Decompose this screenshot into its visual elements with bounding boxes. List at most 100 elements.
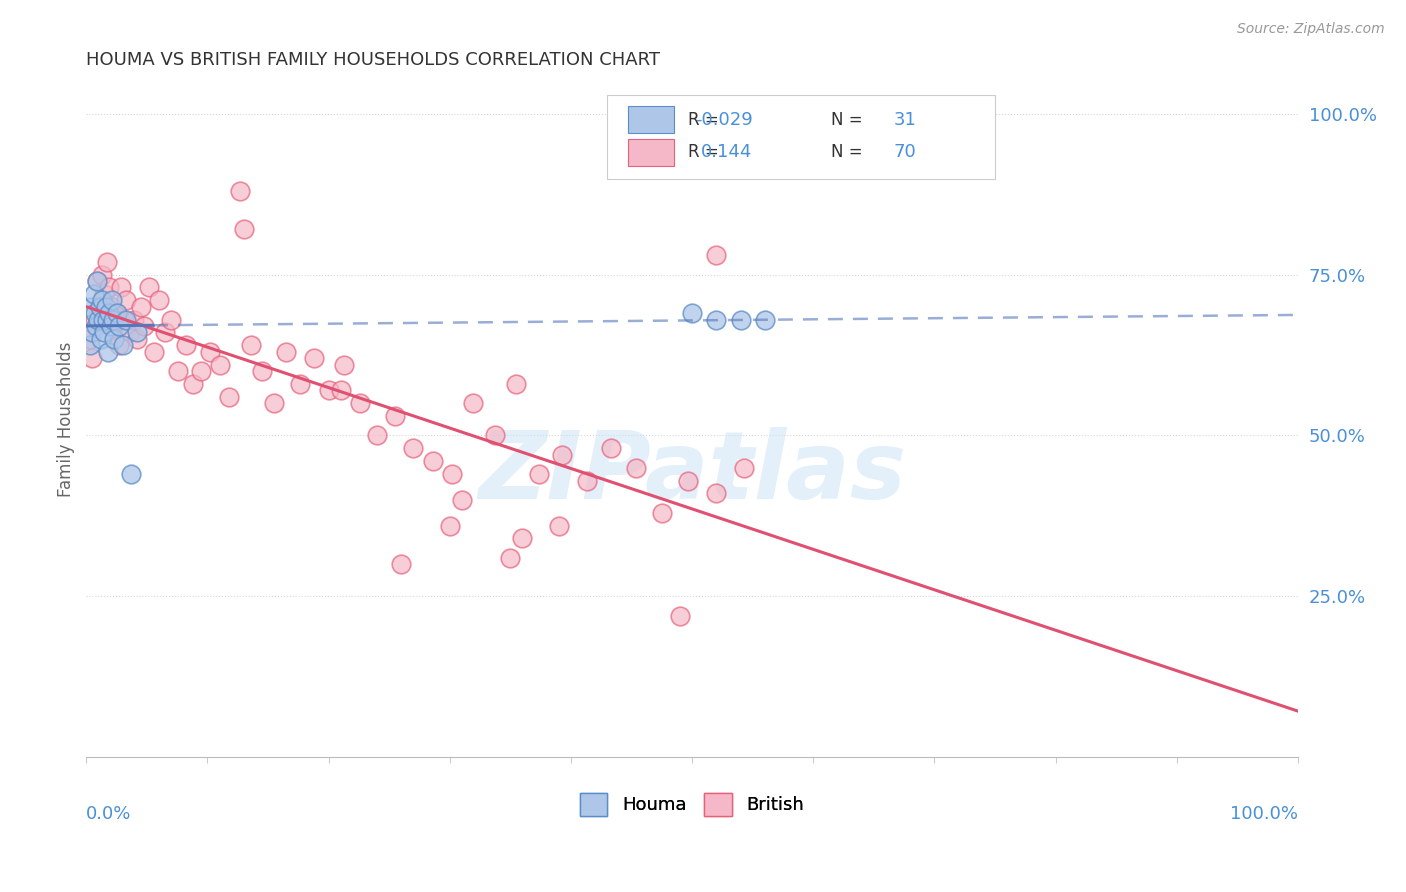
Point xyxy=(276,344,298,359)
Point xyxy=(97,344,120,359)
Point xyxy=(669,608,692,623)
Point xyxy=(127,326,149,340)
Legend: Houma, British: Houma, British xyxy=(574,786,811,822)
Point xyxy=(91,293,114,308)
Point xyxy=(105,306,128,320)
Point xyxy=(103,332,125,346)
Point xyxy=(529,467,551,482)
Point xyxy=(599,442,621,456)
Point xyxy=(422,454,444,468)
Point xyxy=(250,364,273,378)
Point xyxy=(181,376,204,391)
Point xyxy=(461,396,484,410)
Point xyxy=(551,448,574,462)
Point xyxy=(218,390,240,404)
Point xyxy=(198,344,221,359)
Point xyxy=(80,300,103,314)
Point xyxy=(120,467,142,482)
Point xyxy=(82,326,104,340)
Point xyxy=(83,312,105,326)
Point xyxy=(112,312,135,326)
Point xyxy=(704,486,727,500)
Point xyxy=(96,254,118,268)
Point xyxy=(87,312,110,326)
Point xyxy=(105,306,128,320)
Point xyxy=(127,332,149,346)
Point xyxy=(134,318,156,333)
Point xyxy=(318,384,340,398)
Point xyxy=(402,442,425,456)
Text: 0.144: 0.144 xyxy=(702,144,752,161)
Point xyxy=(91,268,114,282)
Text: Source: ZipAtlas.com: Source: ZipAtlas.com xyxy=(1237,22,1385,37)
Point xyxy=(110,280,132,294)
Point xyxy=(96,312,118,326)
FancyBboxPatch shape xyxy=(607,95,995,179)
Text: N =: N = xyxy=(831,111,869,128)
Point xyxy=(79,332,101,346)
Text: 31: 31 xyxy=(893,111,917,128)
Text: 0.0%: 0.0% xyxy=(86,805,132,822)
Point xyxy=(174,338,197,352)
Text: ZIPatlas: ZIPatlas xyxy=(478,427,905,519)
Point xyxy=(229,184,252,198)
Point xyxy=(129,300,152,314)
Point xyxy=(302,351,325,366)
Point xyxy=(288,376,311,391)
Point xyxy=(148,293,170,308)
Point xyxy=(84,318,107,333)
Point xyxy=(505,376,527,391)
Point xyxy=(232,222,254,236)
Point xyxy=(733,460,755,475)
Point xyxy=(389,558,412,572)
Point xyxy=(349,396,371,410)
Text: N =: N = xyxy=(831,144,869,161)
Point xyxy=(103,318,125,333)
Point xyxy=(730,312,752,326)
Point xyxy=(118,326,141,340)
Point xyxy=(333,358,356,372)
Point xyxy=(499,550,522,565)
Point xyxy=(93,326,115,340)
Point xyxy=(100,300,122,314)
Point xyxy=(115,312,138,326)
Point xyxy=(100,318,122,333)
Point xyxy=(263,396,285,410)
Point xyxy=(190,364,212,378)
Point xyxy=(704,248,727,262)
Text: R =: R = xyxy=(689,144,724,161)
Point xyxy=(138,280,160,294)
Point xyxy=(90,332,112,346)
Text: -0.029: -0.029 xyxy=(695,111,752,128)
Point xyxy=(450,492,472,507)
Point xyxy=(512,532,534,546)
Point xyxy=(575,474,598,488)
Text: R =: R = xyxy=(689,111,724,128)
Point xyxy=(101,312,124,326)
Point xyxy=(108,318,131,333)
Point xyxy=(167,364,190,378)
Point xyxy=(93,286,115,301)
Point xyxy=(704,312,727,326)
Point xyxy=(79,338,101,352)
Point xyxy=(366,428,388,442)
Point xyxy=(98,306,121,320)
Point xyxy=(160,312,183,326)
Point xyxy=(240,338,263,352)
Text: 70: 70 xyxy=(893,144,917,161)
Point xyxy=(681,306,703,320)
Point xyxy=(94,300,117,314)
Point xyxy=(439,518,461,533)
Point xyxy=(208,358,231,372)
FancyBboxPatch shape xyxy=(628,139,673,166)
Point xyxy=(91,312,114,326)
Point xyxy=(89,300,111,314)
FancyBboxPatch shape xyxy=(628,106,673,134)
Point xyxy=(153,326,176,340)
Point xyxy=(678,474,700,488)
Point xyxy=(86,274,108,288)
Point xyxy=(115,293,138,308)
Point xyxy=(484,428,506,442)
Point xyxy=(441,467,464,482)
Text: HOUMA VS BRITISH FAMILY HOUSEHOLDS CORRELATION CHART: HOUMA VS BRITISH FAMILY HOUSEHOLDS CORRE… xyxy=(86,51,661,69)
